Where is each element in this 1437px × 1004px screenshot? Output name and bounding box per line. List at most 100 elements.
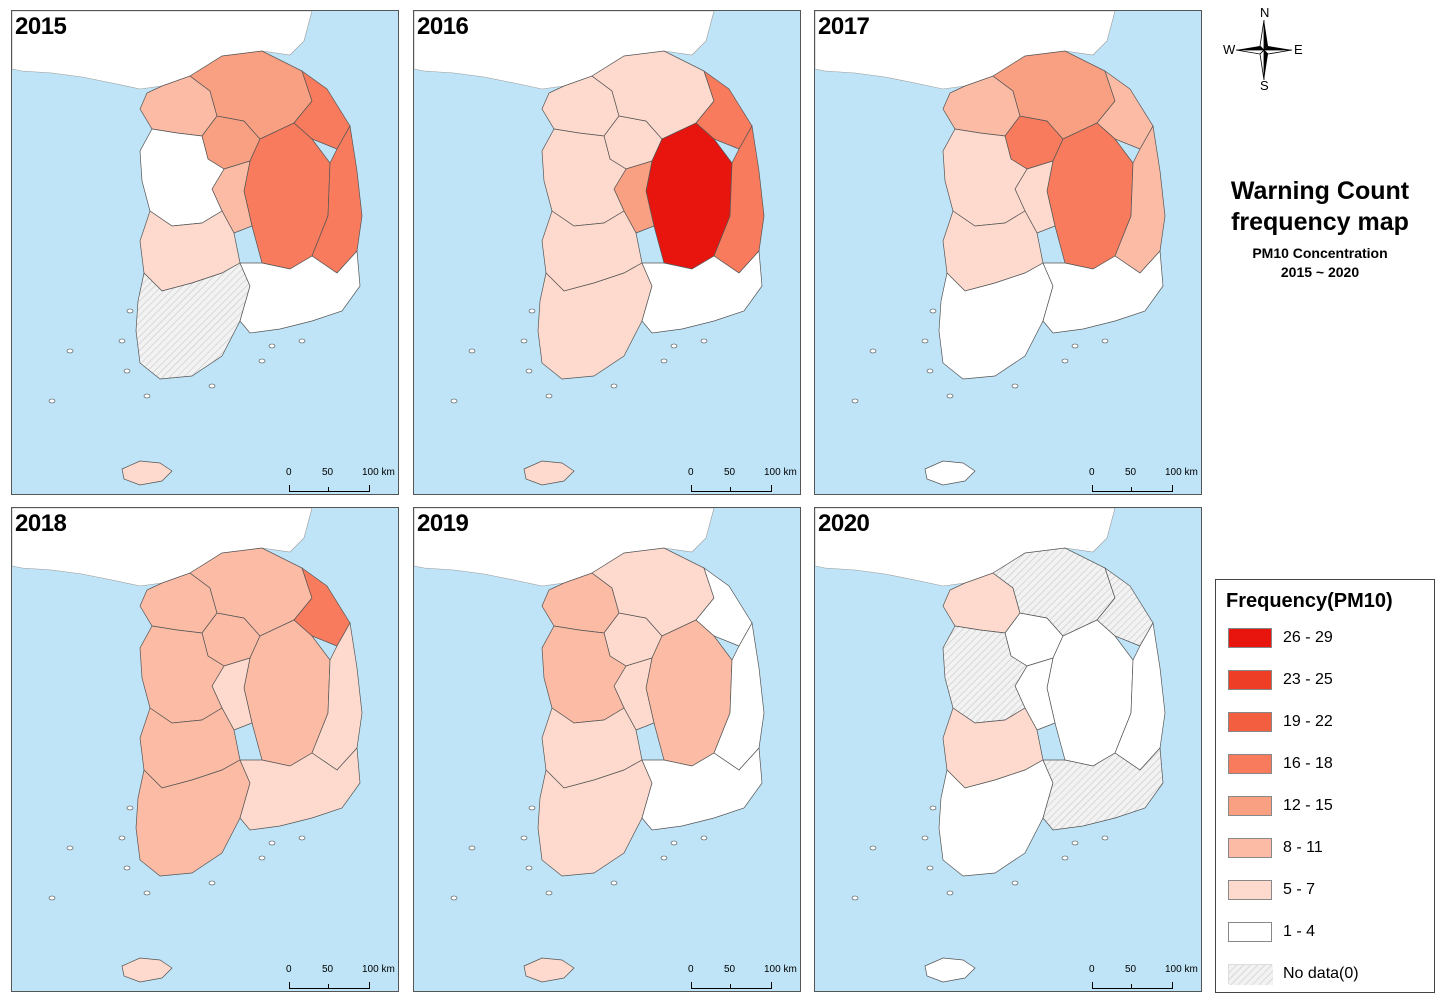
region-jn [135, 759, 251, 877]
island [525, 368, 533, 374]
region-jeju [924, 957, 976, 983]
subtitle-line-1: PM10 Concentration [1252, 245, 1388, 261]
legend-label: No data(0) [1283, 965, 1359, 982]
scale-tick: 100 km [362, 467, 395, 478]
island [921, 338, 929, 344]
legend-swatch [1228, 796, 1272, 816]
island [851, 895, 859, 901]
korea-map [12, 508, 363, 983]
title-line-1: Warning Count [1230, 177, 1410, 205]
year-label: 2016 [417, 13, 469, 40]
scale-mid [328, 984, 329, 988]
island [545, 393, 553, 399]
region-ne_coast [695, 70, 753, 150]
korea-map [12, 11, 363, 486]
region-jeju [924, 460, 976, 486]
legend-item: No data(0) [1228, 964, 1428, 986]
island [700, 338, 708, 344]
scale-tick: 0 [286, 467, 292, 478]
region-gb [713, 621, 765, 771]
scale-bar: 0 50 100 km [286, 467, 398, 494]
compass-w: W [1223, 42, 1236, 57]
region-jeju [121, 957, 173, 983]
scale-tick: 100 km [362, 964, 395, 975]
region-gb [1114, 621, 1166, 771]
island [851, 398, 859, 404]
scale-mid [1131, 487, 1132, 491]
compass-s: S [1260, 78, 1269, 93]
region-jeju [121, 460, 173, 486]
legend-label: 16 - 18 [1283, 755, 1333, 772]
island [929, 308, 937, 314]
scale-tick: 50 [724, 964, 736, 975]
island [869, 348, 877, 354]
region-jn [938, 759, 1054, 877]
legend-item: 1 - 4 [1228, 922, 1428, 944]
legend-swatch [1228, 880, 1272, 900]
island [670, 840, 678, 846]
legend-label: 1 - 4 [1283, 923, 1316, 940]
island [660, 855, 668, 861]
legend-swatch [1228, 628, 1272, 648]
region-jn [938, 262, 1054, 380]
north-arrow: N S W E [1222, 5, 1306, 93]
legend-label: 26 - 29 [1283, 629, 1333, 646]
legend-item: 23 - 25 [1228, 670, 1428, 692]
map-panel-2019: 2019 0 50 100 km [413, 507, 801, 992]
legend-swatch [1228, 712, 1272, 732]
legend-item: 12 - 15 [1228, 796, 1428, 818]
legend-item: 16 - 18 [1228, 754, 1428, 776]
island [545, 890, 553, 896]
region-gn [239, 747, 361, 831]
scale-tick: 0 [688, 964, 694, 975]
legend-label: 12 - 15 [1283, 797, 1333, 814]
region-gb [311, 621, 363, 771]
region-gn [641, 747, 763, 831]
island [946, 890, 954, 896]
scale-mid [730, 487, 731, 491]
scale-tick: 50 [1125, 467, 1137, 478]
scale-bar: 0 50 100 km [1089, 467, 1201, 494]
legend-swatch [1228, 838, 1272, 858]
year-label: 2019 [417, 510, 469, 537]
year-label: 2020 [818, 510, 870, 537]
legend-swatch [1228, 964, 1273, 985]
region-ne_coast [293, 70, 351, 150]
compass-n: N [1260, 5, 1270, 20]
island [610, 880, 618, 886]
island [450, 895, 458, 901]
island [123, 368, 131, 374]
island [670, 343, 678, 349]
region-jn [135, 262, 251, 380]
region-gn [641, 250, 763, 334]
korea-map [414, 11, 765, 486]
region-jn [537, 759, 653, 877]
island [520, 338, 528, 344]
island [468, 348, 476, 354]
scale-tick: 0 [286, 964, 292, 975]
island [126, 805, 134, 811]
scale-line [691, 485, 772, 492]
year-label: 2018 [15, 510, 67, 537]
korea-map [414, 508, 765, 983]
legend-swatch [1228, 922, 1272, 942]
region-ne_coast [695, 567, 753, 647]
scale-tick: 100 km [764, 964, 797, 975]
legend-item: 8 - 11 [1228, 838, 1428, 860]
region-gb [713, 124, 765, 274]
island [525, 865, 533, 871]
region-gb [1114, 124, 1166, 274]
scale-tick: 100 km [1165, 467, 1198, 478]
island [143, 890, 151, 896]
legend-item: 26 - 29 [1228, 628, 1428, 650]
scale-tick: 100 km [764, 467, 797, 478]
compass-e: E [1294, 42, 1303, 57]
region-ne_coast [1096, 567, 1154, 647]
island [929, 805, 937, 811]
island [118, 835, 126, 841]
region-jeju [523, 460, 575, 486]
map-panel-2016: 2016 0 50 100 km [413, 10, 801, 495]
island [66, 348, 74, 354]
island [869, 845, 877, 851]
map-title-block: Warning Count frequency map PM10 Concent… [1210, 176, 1430, 282]
